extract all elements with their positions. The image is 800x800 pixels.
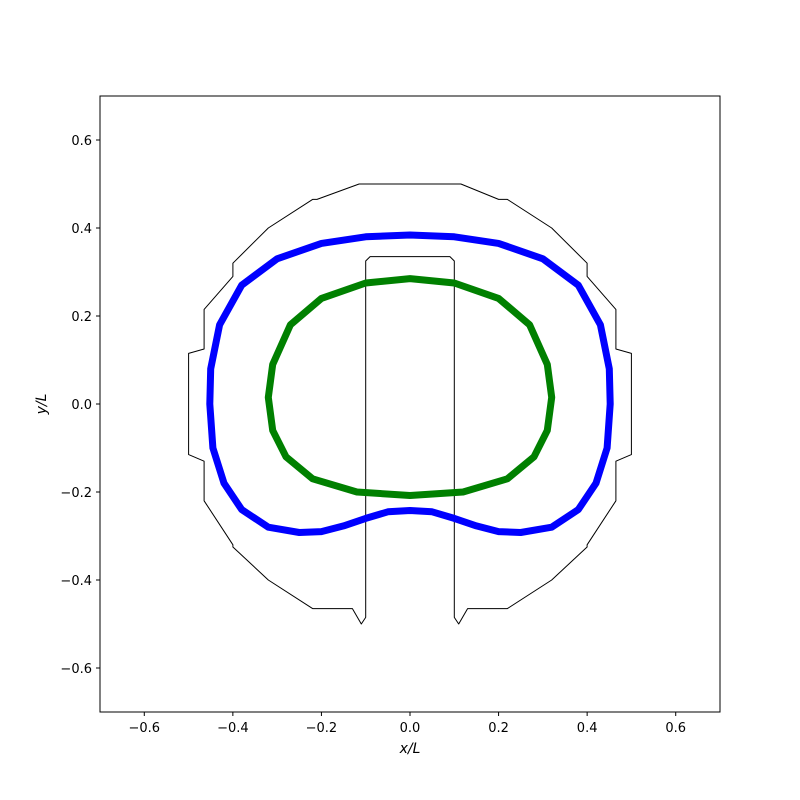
series-2-curve	[264, 275, 556, 499]
x-tick-label: −0.4	[217, 721, 249, 736]
y-tick-label: 0.4	[71, 222, 92, 237]
y-tick-label: 0.2	[71, 310, 92, 325]
y-tick-label: −0.2	[60, 486, 92, 501]
x-tick-label: 0.6	[665, 721, 686, 736]
y-tick-label: 0.6	[71, 134, 92, 149]
y-tick-label: −0.4	[60, 574, 92, 589]
plot-area	[188, 183, 632, 625]
x-axis-ticks: −0.6 −0.4 −0.2 0.0 0.2 0.4 0.6	[128, 712, 686, 736]
x-tick-label: −0.6	[128, 721, 160, 736]
series-0-outline	[188, 183, 632, 625]
x-tick-label: 0.2	[488, 721, 509, 736]
series-1-curve	[206, 231, 614, 536]
y-tick-label: 0.0	[71, 398, 92, 413]
y-tick-label: −0.6	[60, 662, 92, 677]
y-axis-label: y/L	[34, 394, 50, 416]
x-tick-label: 0.4	[577, 721, 598, 736]
x-tick-label: −0.2	[306, 721, 338, 736]
x-tick-label: 0.0	[400, 721, 421, 736]
x-axis-label: x/L	[399, 741, 421, 757]
y-axis-ticks: −0.6 −0.4 −0.2 0.0 0.2 0.4 0.6	[60, 134, 100, 677]
